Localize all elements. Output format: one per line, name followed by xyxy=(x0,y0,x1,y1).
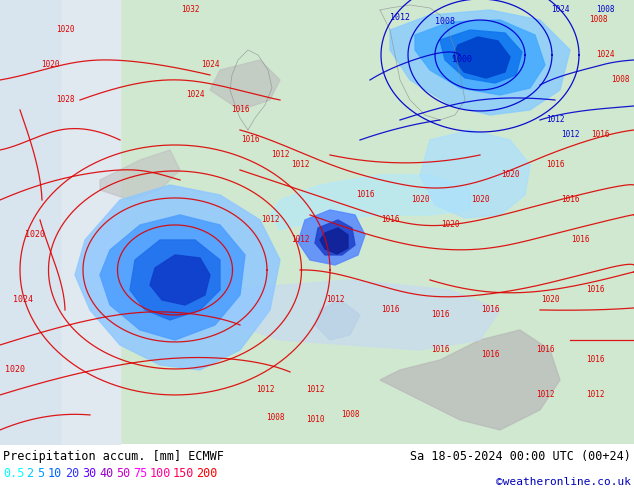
Text: 1012: 1012 xyxy=(546,116,564,124)
Text: 50: 50 xyxy=(116,467,130,480)
Text: 1020: 1020 xyxy=(411,196,429,204)
Text: 10: 10 xyxy=(48,467,62,480)
Text: 1020: 1020 xyxy=(41,60,59,70)
Text: 1016: 1016 xyxy=(560,196,579,204)
Text: 1008: 1008 xyxy=(589,16,607,24)
Polygon shape xyxy=(415,20,545,95)
Polygon shape xyxy=(380,330,560,430)
Text: 1016: 1016 xyxy=(231,105,249,115)
Polygon shape xyxy=(315,300,360,340)
Text: 1016: 1016 xyxy=(430,345,450,354)
Polygon shape xyxy=(320,228,348,254)
Text: Sa 18-05-2024 00:00 UTC (00+24): Sa 18-05-2024 00:00 UTC (00+24) xyxy=(410,450,631,463)
Text: 1012: 1012 xyxy=(586,391,604,399)
Text: 150: 150 xyxy=(173,467,195,480)
Polygon shape xyxy=(390,10,570,115)
Text: 1024: 1024 xyxy=(551,5,569,15)
Text: 1024: 1024 xyxy=(201,60,219,70)
Text: 1012: 1012 xyxy=(261,216,279,224)
Text: 1012: 1012 xyxy=(390,14,410,23)
Polygon shape xyxy=(130,240,220,320)
Polygon shape xyxy=(75,185,280,370)
Text: 1012: 1012 xyxy=(306,386,324,394)
Text: 1016: 1016 xyxy=(430,311,450,319)
Polygon shape xyxy=(420,130,530,218)
Polygon shape xyxy=(270,175,470,230)
Text: 1032: 1032 xyxy=(181,5,199,15)
Text: 75: 75 xyxy=(133,467,147,480)
Text: 1008: 1008 xyxy=(266,414,284,422)
Text: 1016: 1016 xyxy=(241,135,259,145)
Text: 1020: 1020 xyxy=(25,230,45,240)
Text: 100: 100 xyxy=(150,467,171,480)
Text: 1012: 1012 xyxy=(291,236,309,245)
Text: 1020: 1020 xyxy=(501,171,519,179)
Text: 1016: 1016 xyxy=(571,236,589,245)
Polygon shape xyxy=(440,30,522,83)
Polygon shape xyxy=(220,280,500,350)
Text: 1024: 1024 xyxy=(596,50,614,59)
Text: 1016: 1016 xyxy=(536,345,554,354)
Text: 1012: 1012 xyxy=(560,130,579,140)
Text: 5: 5 xyxy=(37,467,44,480)
Text: 1020: 1020 xyxy=(5,366,25,374)
Text: 200: 200 xyxy=(196,467,217,480)
Text: 2: 2 xyxy=(26,467,33,480)
Text: 1012: 1012 xyxy=(291,161,309,170)
Text: 1016: 1016 xyxy=(481,305,499,315)
Text: 1016: 1016 xyxy=(586,286,604,294)
Polygon shape xyxy=(315,220,355,255)
Text: Precipitation accum. [mm] ECMWF: Precipitation accum. [mm] ECMWF xyxy=(3,450,224,463)
Text: 1020: 1020 xyxy=(541,295,559,304)
Polygon shape xyxy=(100,150,180,200)
Text: 30: 30 xyxy=(82,467,96,480)
Text: 1012: 1012 xyxy=(256,386,275,394)
Text: 0.5: 0.5 xyxy=(3,467,24,480)
Text: 1012: 1012 xyxy=(536,391,554,399)
Text: 1016: 1016 xyxy=(381,216,399,224)
Text: 1012: 1012 xyxy=(326,295,344,304)
Text: 1016: 1016 xyxy=(546,161,564,170)
Text: 1008: 1008 xyxy=(596,5,614,15)
Polygon shape xyxy=(210,60,280,110)
Text: ©weatheronline.co.uk: ©weatheronline.co.uk xyxy=(496,477,631,487)
Text: 1008: 1008 xyxy=(435,18,455,26)
Text: 1024: 1024 xyxy=(186,91,204,99)
Text: 1024: 1024 xyxy=(13,295,33,304)
Text: 1020: 1020 xyxy=(56,25,74,34)
Text: 1016: 1016 xyxy=(481,350,499,360)
Text: 1008: 1008 xyxy=(340,411,359,419)
Text: 1020: 1020 xyxy=(441,220,459,229)
Text: 20: 20 xyxy=(65,467,79,480)
Text: 40: 40 xyxy=(99,467,113,480)
Text: 1000: 1000 xyxy=(452,55,472,65)
Polygon shape xyxy=(298,210,365,265)
Polygon shape xyxy=(100,215,245,340)
Text: 1016: 1016 xyxy=(356,191,374,199)
Text: 1008: 1008 xyxy=(611,75,630,84)
Polygon shape xyxy=(453,37,510,78)
Text: 1016: 1016 xyxy=(381,305,399,315)
Text: 1028: 1028 xyxy=(56,96,74,104)
Text: 1020: 1020 xyxy=(471,196,489,204)
Text: 1016: 1016 xyxy=(591,130,609,140)
Text: 1012: 1012 xyxy=(271,150,289,159)
Polygon shape xyxy=(150,255,210,305)
Text: 1016: 1016 xyxy=(586,355,604,365)
Text: 1010: 1010 xyxy=(306,416,324,424)
